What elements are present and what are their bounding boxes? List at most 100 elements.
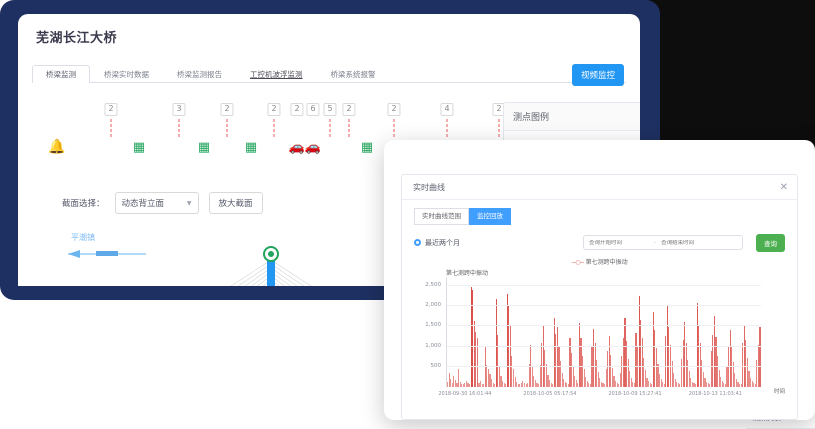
chart-bar <box>629 371 631 387</box>
tab-3[interactable]: 工控机波浮监测 <box>250 69 303 79</box>
chart-bar <box>583 369 585 387</box>
chart-bar <box>531 366 533 387</box>
sensor-marker-17[interactable]: 2 <box>490 103 508 154</box>
section-select-row: 截面选择： 动态背立面 ▼ 放大截面 <box>62 192 263 214</box>
chart-bar <box>717 356 719 387</box>
sensor-marker-12[interactable]: ▦ <box>358 141 376 154</box>
date-end-input[interactable] <box>656 239 727 246</box>
chart-bar <box>721 381 723 387</box>
sensor-marker-2[interactable]: ▦ <box>130 141 148 154</box>
chart-bar <box>483 384 485 387</box>
chart-x-axis-label: 时间 <box>773 388 785 395</box>
chart-bar <box>481 383 483 387</box>
sensor-marker-11[interactable]: 2 <box>340 103 358 154</box>
tab-1[interactable]: 桥梁实时数据 <box>104 69 149 79</box>
chart-bar <box>660 379 662 387</box>
chart-bar <box>549 379 551 387</box>
chart-bar <box>564 382 566 387</box>
chart-bar <box>514 377 516 387</box>
chart-bar <box>720 377 722 387</box>
sensor-marker-8[interactable]: 2 🚗 <box>288 103 306 154</box>
dialog-tabbar: 实时曲线范围 监控回放 <box>402 200 797 225</box>
chart-bar <box>641 338 643 387</box>
chart-bar <box>556 327 559 387</box>
sensor-badge: 2 <box>267 103 281 116</box>
sensor-marker-4[interactable]: ▦ <box>195 141 213 154</box>
zoom-section-button[interactable]: 放大截面 <box>208 192 263 214</box>
chart-bar <box>511 355 513 387</box>
chart-x-axis: 2018-09-30 16:01:44 2018-10-05 05:17:54 20… <box>438 389 761 403</box>
chart-bar <box>560 361 562 387</box>
chart-bar <box>677 383 679 387</box>
sensor-marker-13[interactable]: 2 <box>385 103 403 154</box>
chart-bar <box>454 380 456 387</box>
chart-bar <box>575 380 577 387</box>
chart-bar <box>698 324 700 387</box>
chart-bar <box>751 381 753 387</box>
chart-bar <box>450 379 452 387</box>
chart-bar <box>528 363 530 387</box>
y-tick-label: 2,500 <box>425 281 441 288</box>
chart-bar <box>462 384 464 387</box>
sensor-marker-10[interactable]: 5 <box>321 103 339 154</box>
date-range-picker[interactable]: - <box>583 235 743 250</box>
chevron-down-icon: ▼ <box>186 199 192 207</box>
chart-bar <box>547 375 549 387</box>
dialog-tab-0[interactable]: 实时曲线范围 <box>414 208 469 225</box>
chart-bar <box>665 335 667 387</box>
chart-legend[interactable]: −○− 第七测跨中振动 <box>402 257 797 266</box>
chart-bar <box>713 316 716 387</box>
gridline <box>447 366 761 368</box>
sensor-marker-0[interactable]: 🔔 <box>48 140 66 154</box>
chart-bar <box>663 383 665 387</box>
sensor-marker-9[interactable]: 6 🚗 <box>304 103 322 154</box>
chart-bar <box>585 376 587 387</box>
chart-bar <box>654 330 656 387</box>
sensor-marker-1[interactable]: 2 <box>102 103 120 154</box>
chart-bar <box>467 383 469 387</box>
sensor-icon: ▦ <box>360 140 374 155</box>
chart-bar <box>448 372 450 387</box>
section-select-value: 动态背立面 <box>121 199 165 209</box>
chart-bar <box>618 384 620 387</box>
close-icon[interactable]: ✕ <box>779 181 788 193</box>
chart-bar <box>619 373 621 387</box>
chart-bar <box>673 372 675 387</box>
chart-bar <box>563 378 565 387</box>
sensor-dash-line <box>226 119 228 137</box>
chart-bar <box>635 332 637 387</box>
sensor-badge: 2 <box>220 103 234 116</box>
chart-bar <box>646 377 648 387</box>
chart-bar <box>625 340 628 387</box>
chart-bar <box>745 340 747 387</box>
video-monitoring-button[interactable]: 视频监控 <box>571 64 624 86</box>
chart-bar <box>574 375 576 387</box>
date-start-input[interactable] <box>584 239 654 246</box>
chart-bar <box>710 350 712 387</box>
query-row: 最近两个月 - 查询 <box>402 225 797 256</box>
x-tick-label: 2018-10-13 11:03:41 <box>688 390 742 397</box>
chart-bar <box>616 382 618 387</box>
tab-4[interactable]: 桥梁系统报警 <box>330 69 376 79</box>
sensor-marker-3[interactable]: 3 <box>170 103 188 154</box>
chart-bar <box>680 358 683 387</box>
sensor-marker-7[interactable]: 2 <box>265 103 283 154</box>
recent-two-months-radio[interactable]: 最近两个月 <box>414 238 460 248</box>
sensor-marker-6[interactable]: ▦ <box>242 141 260 154</box>
sensor-marker-15[interactable]: 4 <box>438 103 456 154</box>
x-tick-label: 2018-10-09 15:27:41 <box>608 390 662 397</box>
sensor-marker-5[interactable]: 2 <box>218 103 236 154</box>
sensor-dash-line <box>178 119 180 137</box>
chart-bar <box>742 342 744 387</box>
sensor-marker-strip: 🔔2▦3▦2▦22🚗6🚗52▦2▦4▦2🚫 <box>40 102 549 154</box>
chart-bar <box>566 383 568 387</box>
chart-bar <box>516 381 518 387</box>
dialog-tab-1[interactable]: 监控回放 <box>469 208 511 225</box>
chart-bar <box>737 382 739 387</box>
chart-bar <box>487 368 489 387</box>
tab-0[interactable]: 桥梁监测 <box>32 64 90 83</box>
tab-2[interactable]: 桥梁监测报告 <box>177 69 222 79</box>
query-button[interactable]: 查询 <box>756 233 785 252</box>
section-select-dropdown[interactable]: 动态背立面 ▼ <box>114 192 199 214</box>
